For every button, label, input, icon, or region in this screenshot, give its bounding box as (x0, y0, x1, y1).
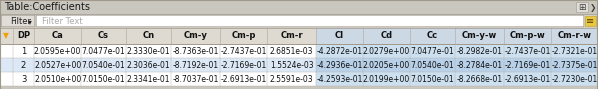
Text: Cl: Cl (335, 32, 344, 40)
Text: -2.6913e-01: -2.6913e-01 (220, 74, 267, 83)
Text: 7.0150e-01: 7.0150e-01 (82, 74, 126, 83)
Text: -2.7321e-01: -2.7321e-01 (551, 46, 597, 56)
Text: -2.7437e-01: -2.7437e-01 (220, 46, 267, 56)
Text: 3: 3 (21, 74, 26, 83)
Text: -8.7192e-01: -8.7192e-01 (172, 61, 218, 70)
Text: Cc: Cc (427, 32, 438, 40)
Text: ≡: ≡ (587, 16, 594, 26)
Text: -4.2872e-01: -4.2872e-01 (316, 46, 362, 56)
Text: 2.0595e+00: 2.0595e+00 (34, 46, 81, 56)
Text: -8.2982e-01: -8.2982e-01 (456, 46, 502, 56)
Text: DP: DP (17, 32, 30, 40)
Bar (504, 58, 551, 72)
Text: -2.7230e-01: -2.7230e-01 (551, 74, 597, 83)
Text: -8.2668e-01: -8.2668e-01 (456, 74, 502, 83)
Text: -4.2593e-01: -4.2593e-01 (316, 74, 363, 83)
Text: 1.5524e-03: 1.5524e-03 (270, 61, 313, 70)
Bar (455, 58, 504, 72)
Bar (0, 72, 598, 86)
Text: Filter: Filter (10, 16, 31, 26)
Text: Cm-p: Cm-p (231, 32, 256, 40)
Text: -2.7375e-01: -2.7375e-01 (551, 61, 597, 70)
Text: Cm-y: Cm-y (184, 32, 208, 40)
Text: -2.6913e-01: -2.6913e-01 (504, 74, 551, 83)
Bar (0, 14, 598, 28)
Bar (455, 72, 504, 86)
Text: -8.7037e-01: -8.7037e-01 (172, 74, 219, 83)
Text: 7.0477e-01: 7.0477e-01 (411, 46, 454, 56)
Text: Ca: Ca (52, 32, 63, 40)
Text: -2.7169e-01: -2.7169e-01 (220, 61, 267, 70)
Text: -8.2784e-01: -8.2784e-01 (456, 61, 502, 70)
Text: 2.0527e+00: 2.0527e+00 (34, 61, 81, 70)
Text: ▼: ▼ (4, 32, 10, 40)
Text: Cm-y-w: Cm-y-w (462, 32, 497, 40)
Text: 2.3341e-01: 2.3341e-01 (127, 74, 170, 83)
Text: Filter Text: Filter Text (42, 16, 83, 26)
Text: 2.3330e-01: 2.3330e-01 (127, 46, 170, 56)
Bar (551, 72, 598, 86)
Text: 2.5591e-03: 2.5591e-03 (270, 74, 313, 83)
Text: 7.0150e-01: 7.0150e-01 (411, 74, 454, 83)
Text: 2.0199e+00: 2.0199e+00 (363, 74, 410, 83)
Text: Cs: Cs (98, 32, 109, 40)
Bar (363, 58, 410, 72)
Bar (363, 44, 410, 58)
Text: Cd: Cd (380, 32, 393, 40)
Text: 7.0540e-01: 7.0540e-01 (82, 61, 126, 70)
Bar (0, 58, 598, 72)
Text: 2: 2 (21, 61, 26, 70)
Bar (363, 72, 410, 86)
Bar (576, 2, 588, 12)
Bar (585, 16, 596, 26)
Text: 7.0477e-01: 7.0477e-01 (82, 46, 126, 56)
Bar (551, 58, 598, 72)
Text: ❯: ❯ (590, 2, 596, 11)
Text: ⊞: ⊞ (578, 2, 586, 11)
Bar (551, 44, 598, 58)
Text: -8.7363e-01: -8.7363e-01 (172, 46, 219, 56)
Bar (410, 58, 455, 72)
Bar (316, 28, 598, 44)
Bar (504, 72, 551, 86)
Text: 2.0510e+00: 2.0510e+00 (34, 74, 81, 83)
FancyBboxPatch shape (1, 15, 35, 27)
Text: 7.0540e-01: 7.0540e-01 (411, 61, 454, 70)
Text: Cn: Cn (142, 32, 154, 40)
FancyBboxPatch shape (36, 15, 584, 27)
Bar (316, 44, 363, 58)
Text: Cm-r: Cm-r (280, 32, 303, 40)
Text: -2.7437e-01: -2.7437e-01 (504, 46, 551, 56)
Text: -2.7169e-01: -2.7169e-01 (504, 61, 551, 70)
Bar (410, 72, 455, 86)
Text: 2.0279e+00: 2.0279e+00 (363, 46, 410, 56)
Bar (455, 44, 504, 58)
Text: ▾: ▾ (28, 17, 32, 26)
Text: Table:Coefficients: Table:Coefficients (4, 2, 90, 12)
Bar (316, 72, 363, 86)
Text: Cm-r-w: Cm-r-w (557, 32, 591, 40)
Bar (0, 28, 316, 44)
Bar (0, 44, 598, 58)
Text: 2.6851e-03: 2.6851e-03 (270, 46, 313, 56)
Text: 1: 1 (21, 46, 26, 56)
Text: 2.3036e-01: 2.3036e-01 (127, 61, 170, 70)
Text: Cm-p-w: Cm-p-w (509, 32, 545, 40)
Bar (0, 0, 598, 14)
Text: -4.2936e-01: -4.2936e-01 (316, 61, 363, 70)
Bar (504, 44, 551, 58)
Bar (410, 44, 455, 58)
Bar (316, 58, 363, 72)
Text: 2.0205e+00: 2.0205e+00 (363, 61, 410, 70)
